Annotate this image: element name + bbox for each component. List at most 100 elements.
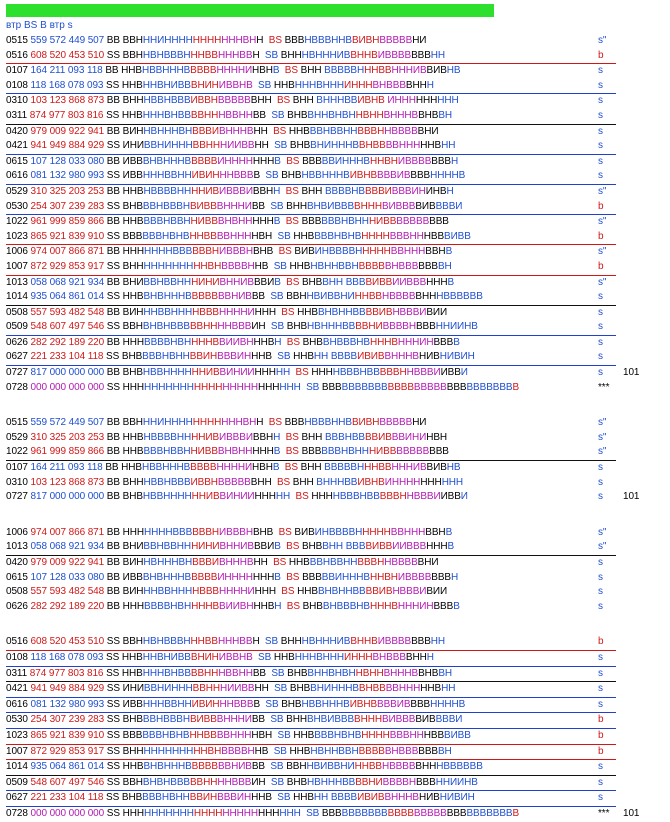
row-type: SS xyxy=(106,729,123,741)
row-type: SS xyxy=(106,170,123,182)
row-type: SS xyxy=(106,776,123,788)
row-numbers: 941 949 884 929 xyxy=(30,683,107,695)
sequence-row: 1006 974 007 866 871 BB НННННННВВВВВВНИВ… xyxy=(6,526,616,541)
row-id: 0727 xyxy=(6,367,31,379)
row-sequence-a: ВИНННВВННННВВВННННИННН xyxy=(122,586,276,598)
row-sequence-b: ВНВВНН ВВВВИВВИИВВВНННВ xyxy=(301,541,455,553)
row-id: 0508 xyxy=(6,586,31,598)
row-tail: b xyxy=(598,49,604,61)
row-sequence-a: ИНИВВНИНННВВНННИИВВНН xyxy=(122,140,269,152)
sequence-row: 0508 557 593 482 548 BB ВИНННВВННННВВВНН… xyxy=(6,585,616,600)
row-sequence-a: ННВВВВНВВННИВВВНВНННННВ xyxy=(122,446,281,458)
row-type-b: SB xyxy=(271,792,294,804)
header-title: втр BS B втр s xyxy=(6,20,73,31)
row-numbers: 872 929 853 917 xyxy=(30,745,107,757)
row-tail: s" xyxy=(598,431,607,443)
row-type-b: BS xyxy=(273,526,295,538)
row-numbers: 961 999 859 866 xyxy=(30,446,107,458)
row-sequence-a: НННВВВВНВННННВВИИВНННВН xyxy=(122,600,282,612)
row-id: 0616 xyxy=(6,698,31,710)
row-tail: b xyxy=(598,714,604,726)
row-type: SS xyxy=(106,651,122,663)
row-sequence-b: ВНВНВНННВВВВНИВВВВНВВВННИИНВ xyxy=(286,776,478,788)
row-sequence-a: ННВНВВВВННННИВИВВВИВВНН xyxy=(122,185,281,197)
row-sequence-b: ВВВНВВВННВВИВНВВВВВНИ xyxy=(284,417,427,429)
row-type-b: BS xyxy=(275,586,298,598)
row-sequence-b: ВНННВНННИВВННВИВВВВВВВНН xyxy=(280,636,446,648)
row-id: 1013 xyxy=(6,276,31,288)
row-numbers: 557 593 482 548 xyxy=(30,586,107,598)
row-id: 0311 xyxy=(6,109,30,121)
row-sequence-a: ВНВНВВННННННИВВИНИИННННН xyxy=(122,491,291,503)
sequence-row: 0509 548 607 497 546 SS ВВНВНВНВВВВВНННН… xyxy=(6,320,616,336)
row-type-b: BS xyxy=(271,95,293,107)
sequence-row: 0421 941 949 884 929 SS ИНИВВНИНННВВНННИ… xyxy=(6,139,616,155)
row-tail: s" xyxy=(598,446,607,458)
row-numbers: 000 000 000 000 xyxy=(30,381,107,393)
row-type: SS xyxy=(106,260,123,272)
row-sequence-b: ВИВИНВВВВНННННВВНННВВНВ xyxy=(294,526,453,538)
row-tail: b xyxy=(598,200,604,212)
row-numbers: 254 307 239 283 xyxy=(30,714,107,726)
sequence-row: 0107 164 211 093 118 BB ННВНВВНННВВВВВНН… xyxy=(6,461,616,476)
row-tail: s xyxy=(598,155,603,167)
row-type: SS xyxy=(106,745,123,757)
row-numbers: 107 128 033 080 xyxy=(30,155,107,167)
row-type-b: BS xyxy=(267,557,289,568)
row-type: BB xyxy=(106,586,123,598)
row-tail: s xyxy=(598,65,603,77)
sequence-row: 0509 548 607 497 546 SS ВВНВНВНВВВВВНННН… xyxy=(6,776,616,792)
sequence-row: 0616 081 132 980 993 SS ИВВНННВВННИВИННН… xyxy=(6,698,616,714)
row-sequence-b: ВНВНВВНННВИВНВВВВИВВВВННННВ xyxy=(281,698,466,710)
row-tail: s xyxy=(598,462,603,474)
row-id: 0530 xyxy=(6,714,31,726)
sequence-row: 0310 103 123 868 873 BB ВНННВВНВВВИВВНВВ… xyxy=(6,94,616,109)
row-type-b: BS xyxy=(290,491,312,503)
row-tail: *** xyxy=(598,381,610,393)
row-tail: s xyxy=(598,306,603,318)
row-type-b: SB xyxy=(260,698,282,710)
row-sequence-b: ННВНВННВВНВВВВВНВВВВВВВН xyxy=(289,745,452,757)
row-sequence-b: ВВВВВИНННВННВНИВВВВВВВН xyxy=(302,155,459,167)
row-tail: s xyxy=(598,351,603,363)
row-type: BB xyxy=(105,65,122,77)
row-sequence-a: ИВВНННВВННИВИНННВВВВ xyxy=(122,170,261,182)
row-numbers: 935 064 861 014 xyxy=(30,291,107,303)
row-sequence-a: ННВВВВНВВННИВВВНВНННННВ xyxy=(122,216,281,228)
row-type-b: BS xyxy=(280,155,303,167)
sequence-row: 0515 559 572 449 507 BB ВВНННИНННННННННН… xyxy=(6,416,616,431)
row-sequence-b: ВНВВНИНННВВНВВВВНННННВНН xyxy=(289,140,456,152)
row-sequence-a: ННВВНВНННВВВВВВВНИВВВ xyxy=(122,291,265,303)
row-sequence-b: ВНВВНВВВНВНННВНННИНВВВВ xyxy=(302,336,460,348)
row-numbers: 557 593 482 548 xyxy=(30,306,107,318)
row-id: 0627 xyxy=(6,792,31,804)
row-numbers: 221 233 104 118 xyxy=(30,792,107,804)
row-sequence-a: ВВНННИНННННННННННВНН xyxy=(122,35,264,46)
row-sequence-b: ННВНН ВВВВИВИВВНННВНИВНИВИН xyxy=(293,351,475,363)
sequence-row: 0516 608 520 453 510 SS ВВННВНВВВНННВВНН… xyxy=(6,49,616,65)
row-id: 1006 xyxy=(6,526,31,538)
row-sequence-a: ВВВВВВНВНВННВВВВННННВН xyxy=(122,729,273,741)
row-numbers: 282 292 189 220 xyxy=(30,336,107,348)
row-id: 1023 xyxy=(6,729,31,741)
sequence-row: 1007 872 929 853 917 SS ВНННННННННННВНВВ… xyxy=(6,745,616,761)
row-type: BB xyxy=(106,417,123,429)
row-numbers: 979 009 922 941 xyxy=(30,557,107,568)
row-tail: s" xyxy=(598,185,607,197)
row-tail: s xyxy=(598,683,603,695)
row-numbers: 961 999 859 866 xyxy=(30,216,107,228)
row-id: 0311 xyxy=(6,667,30,679)
row-type-b: SB xyxy=(300,807,322,819)
row-sequence-a: ВНННННННННННВНВВВВННВ xyxy=(122,745,269,757)
row-sequence-a: ННВНВВНННВВВВВННННИНВНВ xyxy=(121,462,280,474)
sequence-row: 1014 935 064 861 014 SS ННВВНВНННВВВВВВВ… xyxy=(6,760,616,776)
row-sequence-a: ИВВВНВНННВВВВВИНННННННВ xyxy=(122,571,281,583)
row-id: 0515 xyxy=(6,417,31,429)
row-sequence-b: ВВННВИВВНИННВВНВВВВВНННВВВВВВ xyxy=(286,291,483,303)
row-id: 0509 xyxy=(6,321,31,333)
row-tail: b xyxy=(598,636,604,648)
row-type-b: BS xyxy=(281,336,303,348)
row-id: 1006 xyxy=(6,246,31,258)
sequence-row: 0515 559 572 449 507 BB ВВНННИНННННННННН… xyxy=(6,34,616,49)
row-numbers: 000 000 000 000 xyxy=(30,807,107,819)
